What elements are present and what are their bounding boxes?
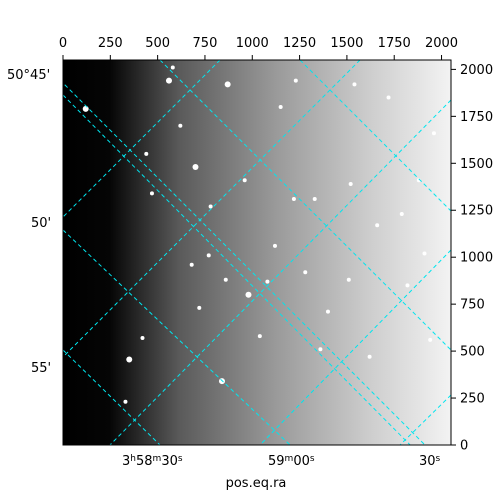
ra-label-59m00s: 59m00s [268, 454, 315, 469]
star-9 [192, 164, 199, 171]
grid-line-9 [259, 249, 451, 445]
star-15 [223, 277, 228, 282]
star-40 [431, 131, 436, 136]
grid-line-1 [63, 94, 411, 445]
y-tick-label-750: 750 [460, 298, 485, 313]
star-2 [126, 356, 133, 363]
star-19 [257, 334, 262, 339]
y-tick-label-250: 250 [460, 392, 485, 407]
dec-label-55: 55' [31, 361, 51, 376]
x-tick-label-1750: 1750 [378, 36, 411, 51]
ra-label-3h58m30s: 3h58m30s [122, 454, 183, 469]
star-20 [265, 279, 270, 284]
star-35 [399, 212, 404, 216]
star-1 [123, 399, 128, 404]
grid-line-6 [63, 60, 221, 218]
grid-line-7 [63, 60, 361, 358]
star-16 [224, 81, 231, 88]
star-30 [348, 181, 353, 186]
star-25 [303, 270, 308, 275]
y-tick-label-2000: 2000 [460, 63, 493, 78]
dec-label-45: 50°45' [7, 68, 50, 83]
star-5 [149, 191, 154, 196]
star-3 [140, 335, 145, 340]
star-39 [428, 337, 433, 342]
x-tick-label-1500: 1500 [330, 36, 363, 51]
star-22 [272, 243, 277, 248]
star-32 [367, 354, 372, 359]
star-field [82, 65, 436, 404]
x-tick-label-250: 250 [98, 36, 123, 51]
x-tick-label-500: 500 [145, 36, 170, 51]
y-tick-label-1250: 1250 [460, 204, 493, 219]
y-tick-label-500: 500 [460, 345, 485, 360]
image-background [63, 60, 451, 445]
grid-line-0 [63, 82, 426, 445]
star-28 [325, 309, 330, 314]
star-36 [405, 283, 410, 288]
x-tick-label-2000: 2000 [425, 36, 458, 51]
star-10 [189, 262, 194, 267]
star-34 [386, 95, 391, 100]
x-tick-label-0: 0 [59, 36, 67, 51]
x-axis-label: pos.eq.ra [226, 476, 287, 491]
x-tick-label-1000: 1000 [236, 36, 269, 51]
y-tick-label-1000: 1000 [460, 251, 493, 266]
grid-line-3 [299, 60, 451, 212]
star-0 [82, 105, 89, 112]
coordinate-grid [63, 60, 451, 445]
star-38 [422, 251, 427, 256]
grid-line-10 [399, 394, 451, 445]
star-27 [318, 347, 323, 352]
grid-line-4 [63, 229, 291, 445]
grid-line-2 [159, 60, 451, 351]
star-18 [245, 291, 252, 298]
star-12 [206, 253, 211, 258]
star-8 [178, 123, 183, 128]
y-tick-label-1500: 1500 [460, 157, 493, 172]
star-11 [197, 305, 202, 310]
star-17 [242, 178, 247, 183]
star-26 [312, 196, 317, 201]
y-tick-label-1750: 1750 [460, 110, 493, 125]
pixel-axis-ticks: 0 250 500 750 1000 1250 1500 1750 2000 0 250 500 750… [59, 36, 493, 454]
ra-label-30s: 30s [419, 454, 441, 469]
star-13 [208, 204, 213, 209]
star-29 [346, 277, 351, 282]
plot-frame [62, 59, 452, 446]
star-4 [144, 151, 149, 156]
star-7 [170, 65, 175, 70]
star-23 [293, 78, 298, 83]
grid-line-5 [63, 349, 161, 445]
star-21 [278, 104, 283, 109]
star-6 [165, 77, 172, 84]
star-33 [375, 223, 380, 228]
dec-label-50: 50' [31, 216, 51, 231]
x-tick-label-1250: 1250 [283, 36, 316, 51]
star-24 [291, 196, 296, 201]
star-31 [352, 82, 357, 87]
x-tick-label-750: 750 [193, 36, 218, 51]
grid-line-8 [109, 99, 451, 445]
y-tick-label-0: 0 [460, 439, 468, 454]
